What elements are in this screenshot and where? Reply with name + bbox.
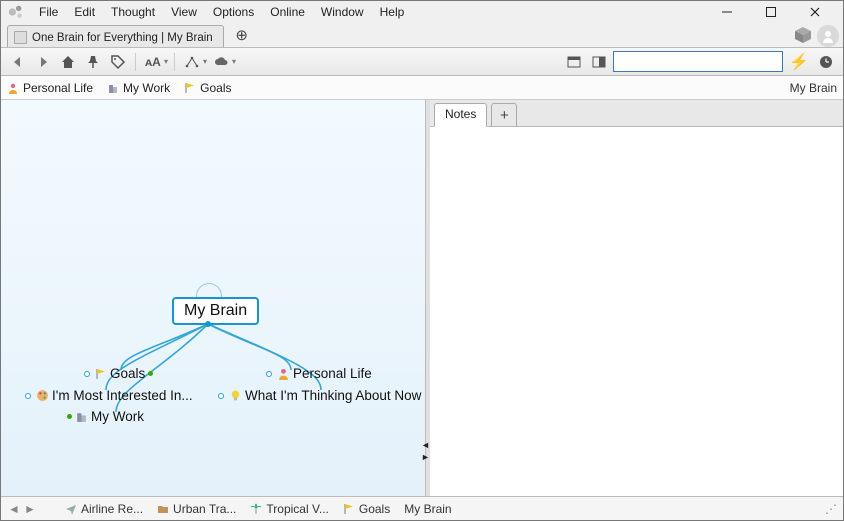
nav-forward-button[interactable] [32,51,54,73]
app-logo-icon [7,3,25,21]
history-label: Goals [359,502,390,516]
document-tab-title: One Brain for Everything | My Brain [32,32,213,44]
window-close-button[interactable] [793,2,837,22]
splitter-left-icon: ◄ [421,440,430,450]
notes-tab[interactable]: Notes [434,103,487,127]
history-back-button[interactable]: ◄ [7,502,21,516]
history-item[interactable]: Tropical V... [244,502,334,516]
folder-icon [157,503,169,515]
thought-label: What I'm Thinking About Now [245,388,421,403]
history-label: Urban Tra... [173,502,236,516]
layout-button[interactable] [181,51,203,73]
window-maximize-button[interactable] [749,2,793,22]
document-tab[interactable]: One Brain for Everything | My Brain [7,25,224,47]
pin-goals[interactable]: Goals [184,81,231,95]
menu-thought[interactable]: Thought [103,3,163,21]
palette-icon [36,389,49,402]
resize-grip-icon[interactable]: ⋰ [825,502,837,516]
document-icon [14,31,27,44]
clock-button[interactable] [815,51,837,73]
main-toolbar: ᴀA▾ ▾ ▾ ⚡ [1,47,843,76]
menu-help[interactable]: Help [372,3,413,21]
box-icon[interactable] [793,25,813,45]
bulb-icon [229,389,242,402]
menu-file[interactable]: File [31,3,66,21]
notes-panel: Notes + [430,100,843,496]
flag-icon [343,503,355,515]
dropdown-icon: ▾ [232,57,236,66]
history-label: Tropical V... [266,502,328,516]
thought-interested[interactable]: I'm Most Interested In... [25,388,193,403]
history-forward-button[interactable]: ► [23,502,37,516]
cloud-button[interactable] [210,51,232,73]
child-gate-icon [148,371,153,376]
thought-label: Goals [110,366,145,381]
thought-personal-life[interactable]: Personal Life [266,366,372,381]
person-icon [277,367,290,380]
content-area: My Brain Goals Personal Life [1,100,843,496]
menubar: File Edit Thought View Options Online Wi… [1,1,843,23]
flag-icon [95,368,107,380]
gate-icon [218,393,224,399]
building-icon [107,82,119,94]
home-button[interactable] [57,51,79,73]
gate-icon [266,371,272,377]
history-item[interactable]: Airline Re... [59,502,149,516]
thought-label: Personal Life [293,366,372,381]
notes-editor[interactable] [430,127,843,496]
root-thought[interactable]: My Brain [172,297,259,325]
window-minimize-button[interactable] [705,2,749,22]
nav-back-button[interactable] [7,51,29,73]
pin-label: Personal Life [23,81,93,95]
pins-bar: Personal Life My Work Goals My Brain [1,76,843,100]
user-avatar-icon[interactable] [817,25,837,45]
history-label: Airline Re... [81,502,143,516]
dropdown-icon: ▾ [164,57,168,66]
child-gate-icon [67,414,72,419]
instant-button[interactable]: ⚡ [786,51,812,73]
palm-icon [250,503,262,515]
gate-icon [25,393,31,399]
history-item[interactable]: Goals [337,502,396,516]
thought-label: I'm Most Interested In... [52,388,193,403]
gate-icon [84,371,90,377]
pin-personal-life[interactable]: Personal Life [7,81,93,95]
pin-button[interactable] [82,51,104,73]
history-bar: ◄ ► Airline Re... Urban Tra... Tropical … [1,496,843,520]
history-item[interactable]: Urban Tra... [151,502,242,516]
notes-tab-bar: Notes + [430,100,843,127]
menu-window[interactable]: Window [313,3,372,21]
active-thought-title: My Brain [790,81,837,95]
thought-my-work[interactable]: My Work [67,409,144,424]
search-input[interactable] [613,51,783,72]
menu-online[interactable]: Online [262,3,313,21]
menu-view[interactable]: View [163,3,205,21]
flag-icon [184,82,196,94]
person-icon [7,82,19,94]
thought-label: My Work [91,409,144,424]
tag-button[interactable] [107,51,129,73]
building-icon [75,410,88,423]
app-window: File Edit Thought View Options Online Wi… [0,0,844,521]
plex-canvas[interactable]: My Brain Goals Personal Life [1,100,426,496]
pin-label: Goals [200,81,231,95]
dropdown-icon: ▾ [203,57,207,66]
notes-add-tab-button[interactable]: + [491,103,517,127]
pin-label: My Work [123,81,170,95]
thought-thinking[interactable]: What I'm Thinking About Now [218,388,421,403]
menu-options[interactable]: Options [205,3,262,21]
new-tab-button[interactable]: ⊕ [232,25,252,45]
history-item[interactable]: My Brain [398,502,457,516]
splitter-right-icon: ► [421,452,430,462]
pin-my-work[interactable]: My Work [107,81,170,95]
text-size-button[interactable]: ᴀA [142,51,164,73]
thought-goals[interactable]: Goals [84,366,153,381]
history-label: My Brain [404,502,451,516]
menu-edit[interactable]: Edit [66,3,103,21]
plane-icon [65,503,77,515]
panel-layout2-button[interactable] [588,51,610,73]
panel-layout1-button[interactable] [563,51,585,73]
vertical-splitter[interactable]: ◄ ► [426,100,430,496]
document-tab-bar: One Brain for Everything | My Brain ⊕ [1,23,843,47]
